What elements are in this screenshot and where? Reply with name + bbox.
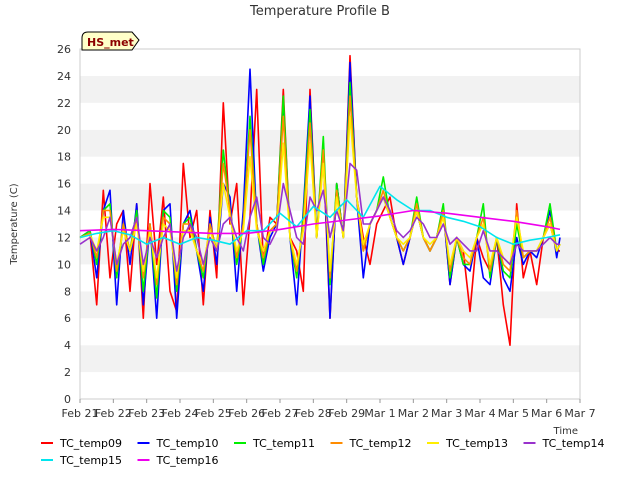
x-tick-label: Mar 7: [564, 407, 595, 420]
grid-band: [80, 345, 580, 373]
y-tick-label: 0: [64, 393, 71, 406]
y-axis-label: Temperature (C): [9, 183, 20, 265]
y-tick-label: 26: [57, 43, 71, 56]
grid-band: [80, 102, 580, 130]
series-line-TC_temp15: [79, 185, 561, 245]
y-tick-label: 10: [57, 258, 71, 271]
y-tick-label: 14: [57, 205, 71, 218]
x-tick-label: Feb 24: [162, 407, 199, 420]
x-tick-label: Feb 23: [128, 407, 165, 420]
grid-band: [80, 129, 580, 157]
grid-band: [80, 318, 580, 346]
legend-label: TC_temp10: [156, 437, 219, 450]
legend-label: TC_temp16: [156, 454, 219, 467]
x-tick-label: Mar 1: [364, 407, 395, 420]
grid-band: [80, 156, 580, 184]
x-tick-label: Feb 22: [95, 407, 132, 420]
y-tick-label: 4: [64, 339, 71, 352]
legend: TC_temp09 TC_temp10 TC_temp11 TC_temp12 TC_t…: [41, 437, 605, 467]
legend-label: TC_temp11: [252, 437, 315, 450]
hs-met-badge: HS_met: [81, 31, 140, 51]
legend-label: TC_temp09: [59, 437, 122, 450]
legend-label: TC_temp15: [59, 454, 122, 467]
y-tick-label: 18: [57, 151, 71, 164]
grid-band: [80, 75, 580, 103]
x-tick-label: Mar 5: [498, 407, 529, 420]
x-tick-label: Feb 27: [262, 407, 299, 420]
legend-label: TC_temp12: [349, 437, 412, 450]
x-tick-label: Feb 29: [328, 407, 365, 420]
legend-label: TC_temp13: [445, 437, 508, 450]
x-tick-label: Feb 26: [228, 407, 265, 420]
badge-label: HS_met: [87, 36, 134, 49]
y-tick-label: 24: [57, 70, 71, 83]
x-tick-label: Mar 6: [531, 407, 562, 420]
series-line-TC_temp11: [79, 81, 561, 299]
x-tick-label: Feb 21: [62, 407, 99, 420]
series-lines: [79, 54, 561, 347]
chart-title: Temperature Profile B: [249, 4, 390, 19]
y-tick-label: 22: [57, 97, 71, 110]
legend-label: TC_temp14: [542, 437, 605, 450]
grid-band: [80, 49, 580, 76]
grid-bands: [80, 49, 580, 399]
x-tick-label: Feb 25: [195, 407, 232, 420]
y-tick-label: 20: [57, 124, 71, 137]
series-line-TC_temp16: [79, 209, 561, 235]
y-tick-label: 8: [64, 285, 71, 298]
y-tick-label: 6: [64, 312, 71, 325]
grid-band: [80, 183, 580, 211]
x-tick-label: Mar 2: [398, 407, 429, 420]
x-axis-label: Time: [553, 426, 578, 437]
y-tick-label: 2: [64, 366, 71, 379]
x-tick-label: Feb 28: [295, 407, 332, 420]
plot-area-border: [79, 48, 581, 400]
x-tick-label: Mar 3: [431, 407, 462, 420]
y-tick-label: 12: [57, 231, 71, 244]
series-line-TC_temp13: [79, 115, 561, 279]
grid-band: [80, 372, 580, 399]
x-tick-label: Mar 4: [464, 407, 495, 420]
y-tick-label: 16: [57, 178, 71, 191]
